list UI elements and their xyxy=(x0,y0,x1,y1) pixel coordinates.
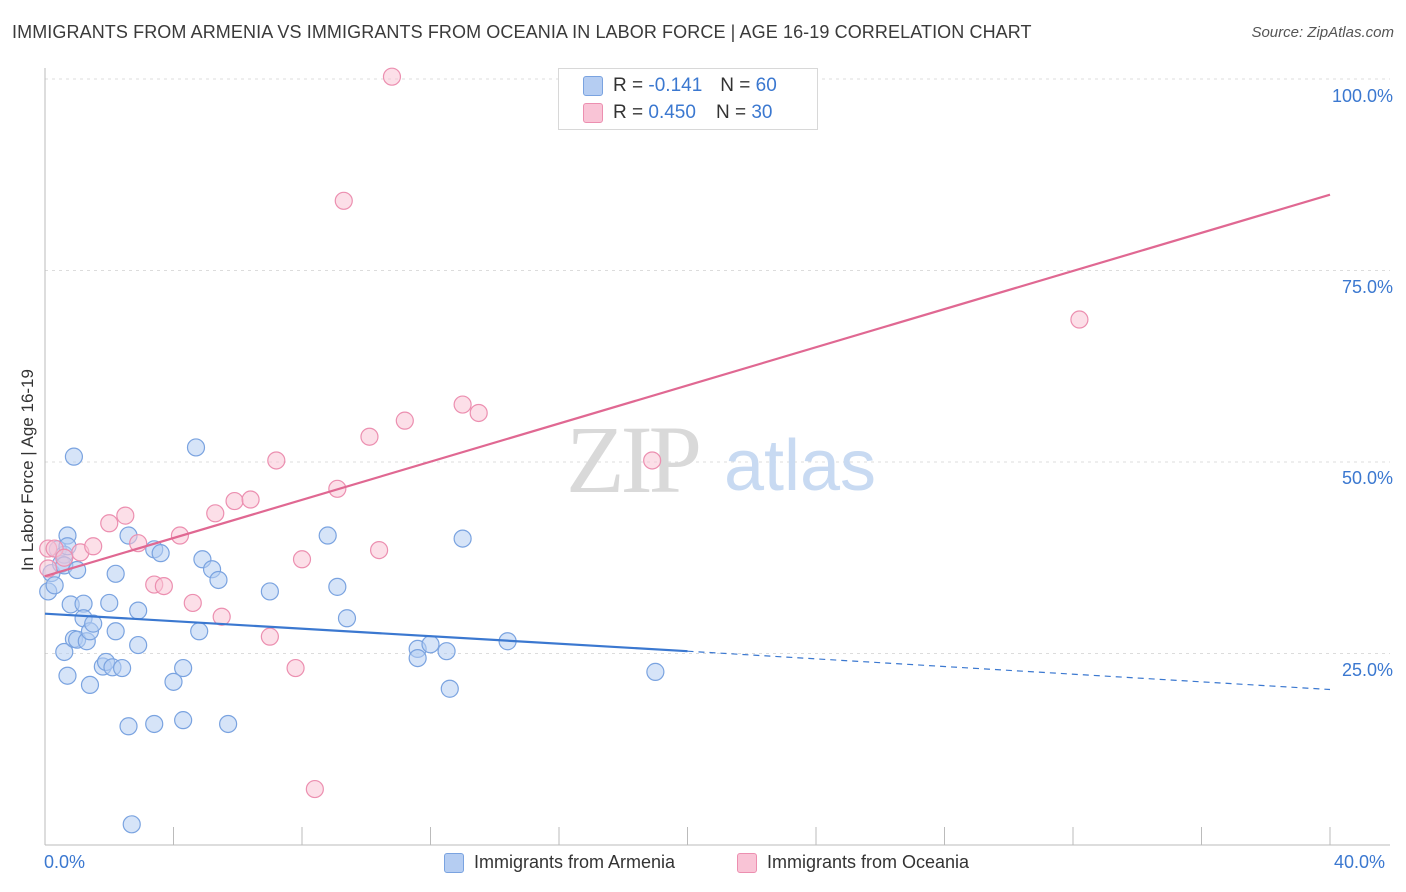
point-armenia-39 xyxy=(174,711,193,730)
watermark-zip: ZIP xyxy=(566,406,699,513)
point-armenia-38 xyxy=(174,658,193,678)
point-armenia-2 xyxy=(45,576,64,595)
point-oceania-24 xyxy=(360,427,379,446)
point-oceania-23 xyxy=(334,191,353,210)
point-armenia-47 xyxy=(318,526,337,545)
series-oceania xyxy=(39,67,1089,799)
legend-label-armenia: Immigrants from Armenia xyxy=(474,852,676,872)
point-armenia-21 xyxy=(84,614,103,633)
point-armenia-49 xyxy=(337,609,357,628)
point-armenia-55 xyxy=(453,529,472,548)
point-oceania-19 xyxy=(286,658,305,678)
legend-n-value-armenia: 60 xyxy=(755,75,777,96)
point-oceania-29 xyxy=(469,403,488,423)
point-oceania-6 xyxy=(100,514,119,533)
watermark-atlas: atlas xyxy=(724,426,876,506)
gridlines xyxy=(45,78,1390,654)
point-armenia-41 xyxy=(190,622,209,641)
point-armenia-32 xyxy=(129,601,148,620)
legend-label-oceania: Immigrants from Oceania xyxy=(767,852,970,872)
point-armenia-29 xyxy=(119,717,138,736)
trendline-armenia-projection xyxy=(687,650,1331,691)
legend-item-armenia: Immigrants from Armenia xyxy=(444,852,675,873)
legend-r-value-oceania: 0.450 xyxy=(648,102,696,123)
point-oceania-17 xyxy=(260,627,279,646)
point-oceania-27 xyxy=(395,411,414,430)
trendline-armenia xyxy=(44,612,688,653)
point-oceania-18 xyxy=(267,451,286,470)
point-oceania-30 xyxy=(643,451,662,470)
y-axis-title: In Labor Force | Age 16-19 xyxy=(18,369,37,571)
point-oceania-7 xyxy=(116,506,135,525)
point-armenia-37 xyxy=(164,672,183,691)
point-oceania-15 xyxy=(225,491,244,511)
legend-row-armenia: R = -0.141 N = 60 xyxy=(583,74,777,98)
point-armenia-51 xyxy=(408,648,427,668)
point-oceania-20 xyxy=(292,550,312,569)
legend-n-value-oceania: 30 xyxy=(751,102,773,123)
point-oceania-21 xyxy=(305,779,324,799)
legend-r-label-oceania: R = xyxy=(613,102,644,123)
y-tick-label-75: 75.0% xyxy=(1341,277,1393,297)
y-tick-label-25: 25.0% xyxy=(1341,660,1393,680)
point-oceania-31 xyxy=(1070,310,1089,329)
point-armenia-40 xyxy=(186,438,206,457)
legend-n-label-armenia: N = xyxy=(720,75,751,96)
legend-swatch-oceania-bottom xyxy=(737,852,757,873)
point-armenia-44 xyxy=(209,570,228,590)
point-armenia-54 xyxy=(440,679,459,698)
point-oceania-12 xyxy=(183,593,202,613)
point-armenia-52 xyxy=(421,635,440,654)
trendline-oceania xyxy=(44,193,1331,578)
point-armenia-48 xyxy=(328,577,347,596)
legend-r-value-armenia: -0.141 xyxy=(648,75,703,96)
point-armenia-34 xyxy=(145,714,164,734)
series-legend: Immigrants from Armenia Immigrants from … xyxy=(0,852,1406,876)
point-armenia-7 xyxy=(55,642,74,662)
watermark: ZIP atlas xyxy=(566,406,876,513)
source-note: Source: ZipAtlas.com xyxy=(1251,24,1394,41)
legend-swatch-armenia xyxy=(583,76,603,96)
x-tick-label-min: 0.0% xyxy=(44,852,86,872)
point-oceania-10 xyxy=(154,576,173,596)
point-armenia-46 xyxy=(260,582,279,601)
point-oceania-26 xyxy=(382,67,402,86)
trendlines xyxy=(44,193,1331,691)
point-armenia-27 xyxy=(106,564,125,583)
point-armenia-24 xyxy=(100,593,119,613)
point-armenia-57 xyxy=(646,662,665,681)
point-armenia-19 xyxy=(80,675,100,695)
correlation-legend: R = -0.141 N = 60 R = 0.450 N = 30 xyxy=(558,68,818,130)
legend-swatch-armenia-bottom xyxy=(444,852,464,873)
point-oceania-3 xyxy=(55,548,74,567)
y-tick-label-100: 100.0% xyxy=(1331,86,1393,106)
y-tick-label-50: 50.0% xyxy=(1341,468,1393,488)
point-armenia-53 xyxy=(437,642,456,661)
legend-swatch-oceania xyxy=(583,103,603,123)
x-tick-label-max: 40.0% xyxy=(1334,852,1386,872)
point-oceania-0 xyxy=(39,559,58,578)
point-oceania-25 xyxy=(370,540,389,560)
point-armenia-10 xyxy=(58,666,77,685)
point-armenia-26 xyxy=(106,622,125,641)
chart-title: IMMIGRANTS FROM ARMENIA VS IMMIGRANTS FR… xyxy=(12,22,1032,42)
point-armenia-28 xyxy=(112,658,132,678)
point-armenia-36 xyxy=(151,544,170,563)
axes xyxy=(44,68,1390,846)
point-oceania-14 xyxy=(212,607,231,626)
point-armenia-31 xyxy=(122,815,141,834)
legend-item-oceania: Immigrants from Oceania xyxy=(737,852,969,873)
point-armenia-13 xyxy=(64,447,84,466)
point-oceania-13 xyxy=(206,504,225,523)
legend-r-label-armenia: R = xyxy=(613,75,644,96)
point-oceania-28 xyxy=(453,395,472,414)
point-armenia-33 xyxy=(129,635,148,655)
point-armenia-45 xyxy=(219,714,238,734)
point-oceania-16 xyxy=(241,490,260,509)
point-oceania-5 xyxy=(84,537,103,556)
legend-n-label-oceania: N = xyxy=(715,102,747,123)
legend-row-oceania: R = 0.450 N = 30 xyxy=(583,101,772,125)
